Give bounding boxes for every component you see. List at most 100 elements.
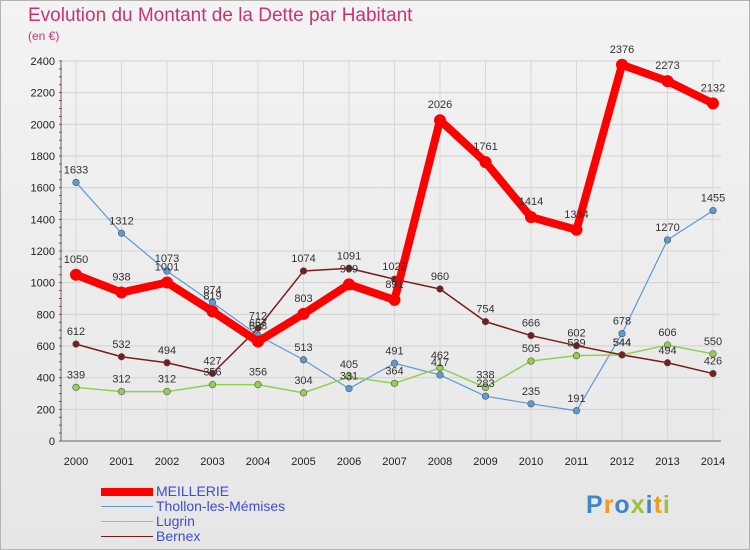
data-point [572,342,581,350]
y-tick-label: 400 [37,373,55,385]
data-label: 356 [249,367,267,379]
data-point [436,364,444,372]
y-tick-label: 1000 [31,278,55,290]
data-point [390,379,399,387]
logo-letter: r [603,491,615,519]
data-point [436,371,444,379]
data-point [527,400,535,408]
data-point [616,58,628,71]
x-tick-label: 2006 [337,456,361,468]
x-tick-label: 2012 [610,456,634,468]
data-point [481,318,490,326]
chart-legend: MEILLERIE Thollon-les-Mémises Lugrin Bernex [101,484,361,544]
data-label: 1334 [564,209,588,221]
data-point [70,268,82,281]
data-label: 2132 [701,82,725,94]
chart-title: Evolution du Montant de la Dette par Hab… [28,5,413,26]
data-label: 989 [340,263,358,275]
logo-letter: i [645,491,654,519]
legend-swatch [101,487,153,496]
data-label: 339 [67,369,85,381]
logo-letter: t [653,491,663,519]
data-label: 1050 [64,254,88,266]
data-label: 612 [67,326,85,338]
data-label: 491 [385,345,403,357]
data-label: 960 [431,271,449,283]
y-tick-label: 0 [49,436,55,448]
data-point [709,207,717,215]
data-label: 602 [567,328,585,340]
data-label: 606 [658,327,676,339]
data-label: 2273 [655,60,679,72]
data-point [481,383,490,392]
x-tick-label: 2005 [291,456,315,468]
data-point [572,352,581,360]
logo-letter: P [586,491,604,519]
data-point [570,223,583,236]
data-point [208,381,217,389]
data-point [299,389,308,397]
data-point [663,341,672,349]
data-label: 874 [203,285,221,297]
data-label: 2376 [610,44,634,56]
data-label: 754 [476,304,494,316]
x-tick-label: 2001 [109,456,133,468]
data-label: 405 [340,359,358,371]
data-label: 1455 [701,193,725,205]
legend-label: MEILLERIE [156,483,230,499]
y-tick-label: 800 [37,309,55,321]
data-point [163,267,171,275]
data-label: 356 [203,367,221,379]
data-point [163,359,171,367]
data-label: 364 [385,365,403,377]
data-label: 513 [294,342,312,354]
data-point [481,392,490,400]
data-label: 331 [340,371,358,383]
data-point [117,353,126,361]
data-label: 544 [613,337,631,349]
x-tick-label: 2000 [64,456,88,468]
data-label: 1022 [382,261,406,273]
data-label: 1312 [109,215,133,227]
data-label: 235 [522,386,540,398]
data-label: 819 [203,290,221,302]
data-point [436,285,444,293]
logo-letter: i [662,491,671,519]
data-point [117,388,126,396]
data-label: 539 [567,338,585,350]
y-tick-label: 1200 [31,246,55,258]
data-point [208,369,217,377]
legend-swatch [101,535,153,538]
data-point [345,384,353,393]
x-tick-label: 2004 [246,456,270,468]
data-label: 494 [658,345,676,357]
data-point [709,369,717,378]
x-tick-label: 2014 [701,456,725,468]
data-point [117,229,126,237]
data-point [254,324,262,332]
data-label: 338 [476,369,494,381]
data-label: 1414 [519,196,543,208]
y-tick-label: 600 [37,341,55,353]
data-label: 2026 [428,99,452,111]
data-point [343,278,355,291]
x-tick-label: 2003 [200,456,224,468]
data-label: 312 [112,374,130,386]
legend-label: Lugrin [156,513,195,529]
data-label: 666 [522,318,540,330]
logo-letter: x [630,491,646,519]
data-label: 667 [249,317,267,329]
data-label: 417 [431,357,449,369]
data-point [72,383,80,391]
data-point [345,264,353,272]
data-label: 304 [294,375,312,387]
data-label: 544 [613,337,631,349]
data-label: 1073 [155,253,179,265]
data-point [388,293,401,306]
data-point [525,211,537,224]
data-point [572,407,581,415]
data-point [707,97,719,110]
data-label: 938 [112,271,130,283]
data-point [527,357,535,365]
proxiti-logo: Proxiti [586,491,671,520]
